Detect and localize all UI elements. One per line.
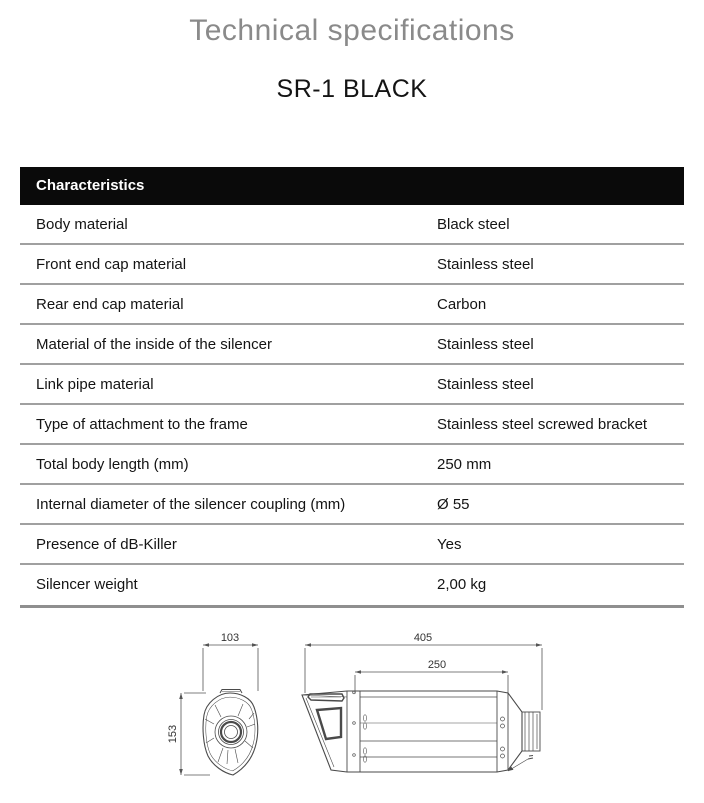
row-value: Stainless steel [437,376,534,393]
dim-label-end-view-width: 103 [221,632,239,644]
table-row: Presence of dB-Killer Yes [20,525,684,565]
row-label: Type of attachment to the frame [36,416,248,433]
row-value: Stainless steel [437,256,534,273]
dim-label-end-view-height: 153 [167,725,179,743]
table-row: Rear end cap material Carbon [20,285,684,325]
table-row: Front end cap material Stainless steel [20,245,684,285]
row-value: Yes [437,536,462,553]
table-row: Material of the inside of the silencer S… [20,325,684,365]
table-row: Silencer weight 2,00 kg [20,565,684,605]
row-value: Stainless steel screwed bracket [437,416,648,433]
row-value: Ø 55 [437,496,470,513]
table-row: Body material Black steel [20,205,684,245]
spec-table: Characteristics Body material Black stee… [20,167,684,608]
dimension-lines [180,644,543,776]
row-value: Stainless steel [437,336,534,353]
table-header-label: Characteristics [36,177,145,194]
row-label: Total body length (mm) [36,456,189,473]
technical-drawing: 103 405 250 153 [150,615,570,800]
row-label: Internal diameter of the silencer coupli… [36,496,346,513]
dim-label-body-length: 250 [428,659,446,671]
row-label: Rear end cap material [36,296,184,313]
end-view-ribs [204,703,256,765]
table-header: Characteristics [20,167,684,205]
row-label: Material of the inside of the silencer [36,336,272,353]
dim-label-overall-length: 405 [414,632,432,644]
row-value: 2,00 kg [437,576,487,593]
row-value: Carbon [437,296,487,313]
table-row: Internal diameter of the silencer coupli… [20,485,684,525]
row-label: Front end cap material [36,256,187,273]
end-view [202,689,259,776]
silencer-drawing-svg: 103 405 250 153 [167,632,543,776]
row-label: Body material [36,216,128,233]
product-name: SR-1 BLACK [276,75,428,103]
row-value: 250 mm [437,456,492,473]
table-row: Type of attachment to the frame Stainles… [20,405,684,445]
row-label: Link pipe material [36,376,154,393]
page-title: Technical specifications [189,14,515,47]
leader-arrow [508,766,514,771]
dimension-arrows [179,643,542,775]
table-row: Link pipe material Stainless steel [20,365,684,405]
table-row: Total body length (mm) 250 mm [20,445,684,485]
side-view [301,690,541,773]
row-label: Presence of dB-Killer [36,536,177,553]
row-label: Silencer weight [36,576,138,593]
row-value: Black steel [437,216,510,233]
